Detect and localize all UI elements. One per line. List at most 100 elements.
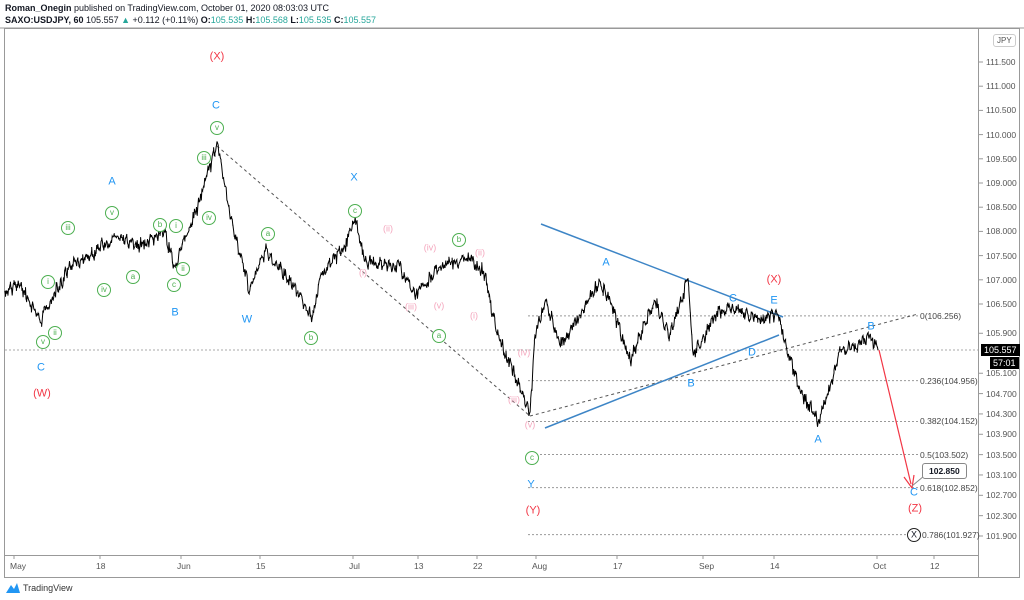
time-axis-label: 13 [414,561,424,571]
wave-label: E [770,294,778,307]
wave-label: D [748,346,756,359]
price-axis-label: 111.500 [986,57,1016,67]
wave-label: a [261,227,275,241]
wave-label: ii [176,262,190,276]
fib-level-label: 0.382(104.152) [920,416,978,427]
target-price-label[interactable]: 102.850 [922,463,967,479]
wave-label: B [867,320,875,333]
wave-label: C [910,486,918,499]
tradingview-logo[interactable]: TradingView [6,583,73,593]
price-axis-label: 103.100 [986,469,1017,480]
fib-level-label: 0.236(104.956) [920,375,978,386]
time-axis-label: 22 [473,561,483,571]
wave-label: (ii) [383,223,393,234]
wave-label: (iv) [517,347,531,358]
price-axis-label: 108.500 [986,202,1017,213]
wave-label: (Z) [907,502,923,515]
wave-label: C [212,99,220,112]
price-axis-label: 103.900 [986,429,1017,440]
fib-level-label: 0.5(103.502) [920,449,969,460]
triangle-upper-trendline[interactable] [540,223,784,318]
wave-label: C [729,292,737,305]
wave-label: (Y) [525,504,541,517]
publish-text: published on TradingView.com, October 01… [74,3,330,13]
price-axis-label: 102.700 [986,490,1017,501]
wave-label: i [169,219,183,233]
time-axis-label: 12 [930,561,940,571]
wave-label: (i) [470,310,478,321]
time-axis-label: 18 [96,561,106,571]
time-axis-label: Sep [699,561,715,571]
wave-label: c [167,278,181,292]
author-name[interactable]: Roman_Onegin [5,3,72,13]
price-axis-label: 107.500 [986,250,1017,261]
time-axis-label: May [10,561,27,571]
wave-label: X [350,171,358,184]
price-axis-label: 111.000 [986,81,1016,92]
price-axis-label: 105.900 [986,328,1017,339]
wave-label: A [814,433,822,446]
time-axis-label: 14 [770,561,780,571]
dashed-line-1[interactable] [216,145,531,417]
open-label: O: [200,15,211,25]
wave-label: (W) [33,387,51,400]
price-axis-label: 104.700 [986,388,1017,399]
wave-label: b [452,233,466,247]
currency-badge[interactable]: JPY [993,34,1016,47]
wave-label: C [37,361,45,374]
fib-retracement[interactable] [528,315,918,536]
wave-label: (ii) [475,247,485,258]
wave-label: c [348,204,362,218]
wave-label: A [602,256,610,269]
symbol-name: SAXO:USDJPY, 60 [5,15,84,25]
wave-label: a [432,329,446,343]
wave-label: (X) [766,273,782,286]
wave-label: c [525,451,539,465]
time-axis-label: Jun [177,561,191,571]
wave-label: i [41,275,55,289]
wave-label: iii [197,151,211,165]
wave-label: (iii) [405,301,417,312]
wave-label: v [105,206,119,220]
wave-label: W [241,313,253,326]
fib-level-label: 0(106.256) [920,310,962,321]
wave-label: (iii) [508,394,520,405]
time-axis-label: Aug [532,561,548,571]
wave-label: a [126,270,140,284]
brand-name: TradingView [23,583,73,593]
low-value: 105.535 [298,15,332,25]
x-mark-label: X [910,529,918,540]
price-axis-label: 104.300 [986,408,1017,419]
bar-countdown: 57:01 [990,357,1019,369]
price-axis-label: 107.000 [986,274,1017,285]
wave-label: B [687,377,695,390]
price-change: +0.112 (+0.11%) [132,15,199,25]
price-axis-label: 103.500 [986,449,1017,460]
price-axis-label: 108.000 [986,226,1017,237]
fib-level-label: 0.618(102.852) [920,482,978,493]
close-label: C: [333,15,344,25]
wave-label: iii [61,221,75,235]
axis-ticks [13,61,983,559]
dashed-line-2[interactable] [529,313,919,417]
wave-label: (v) [524,419,536,430]
triangle-lower-trendline[interactable] [544,334,780,429]
arrow-head-icon [903,474,915,490]
price-axis-label: 109.500 [986,153,1017,164]
close-value: 105.557 [343,15,377,25]
wave-label: B [171,306,179,319]
current-price-tag: 105.557 [981,344,1020,356]
wave-label: v [36,335,50,349]
time-axis-label: 15 [256,561,266,571]
wave-label: (iv) [423,242,437,253]
price-axis-label: 101.900 [986,531,1017,541]
high-label: H: [245,15,256,25]
wave-label: ii [48,326,62,340]
up-triangle-icon: ▲ [121,15,131,25]
wave-label: (v) [433,300,445,311]
projection-arrow[interactable] [878,349,915,490]
wave-label: v [210,121,224,135]
wave-label: iv [202,211,216,225]
x-circle-icon [907,528,921,542]
